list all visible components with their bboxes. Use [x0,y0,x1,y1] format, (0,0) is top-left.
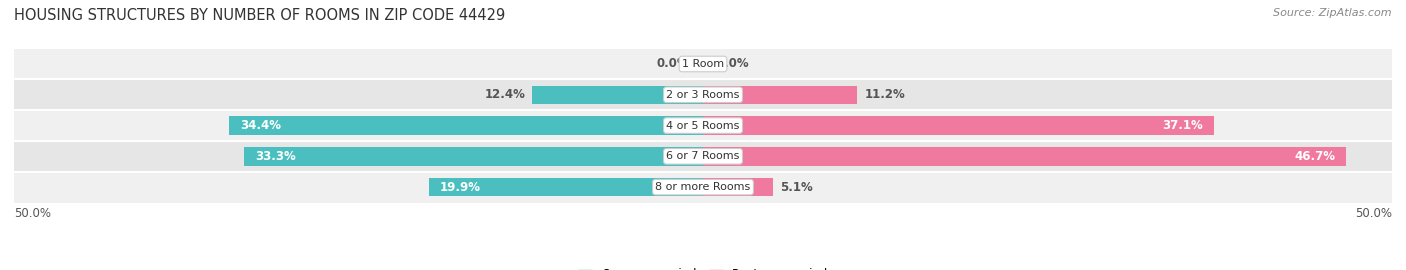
Text: 2 or 3 Rooms: 2 or 3 Rooms [666,90,740,100]
Text: 37.1%: 37.1% [1163,119,1204,132]
Text: 6 or 7 Rooms: 6 or 7 Rooms [666,151,740,161]
Bar [703,116,1215,135]
Text: 46.7%: 46.7% [1295,150,1336,163]
Text: 19.9%: 19.9% [440,181,481,194]
Bar [245,147,703,166]
Text: 34.4%: 34.4% [240,119,281,132]
Text: 50.0%: 50.0% [1355,207,1392,220]
Text: 33.3%: 33.3% [254,150,295,163]
Bar [14,110,1392,141]
Bar [703,178,773,196]
Legend: Owner-occupied, Renter-occupied: Owner-occupied, Renter-occupied [578,268,828,270]
Text: 8 or more Rooms: 8 or more Rooms [655,182,751,192]
Text: 5.1%: 5.1% [780,181,813,194]
Text: 4 or 5 Rooms: 4 or 5 Rooms [666,120,740,131]
Bar [429,178,703,196]
Text: 1 Room: 1 Room [682,59,724,69]
Text: 11.2%: 11.2% [865,88,905,101]
Text: 12.4%: 12.4% [485,88,526,101]
Bar [229,116,703,135]
Text: Source: ZipAtlas.com: Source: ZipAtlas.com [1274,8,1392,18]
Bar [703,147,1347,166]
Bar [14,141,1392,172]
Text: 0.0%: 0.0% [657,58,689,70]
Text: 0.0%: 0.0% [717,58,749,70]
Text: 50.0%: 50.0% [14,207,51,220]
Bar [703,86,858,104]
Bar [14,49,1392,79]
Bar [14,172,1392,202]
Bar [14,79,1392,110]
Text: HOUSING STRUCTURES BY NUMBER OF ROOMS IN ZIP CODE 44429: HOUSING STRUCTURES BY NUMBER OF ROOMS IN… [14,8,505,23]
Bar [531,86,703,104]
